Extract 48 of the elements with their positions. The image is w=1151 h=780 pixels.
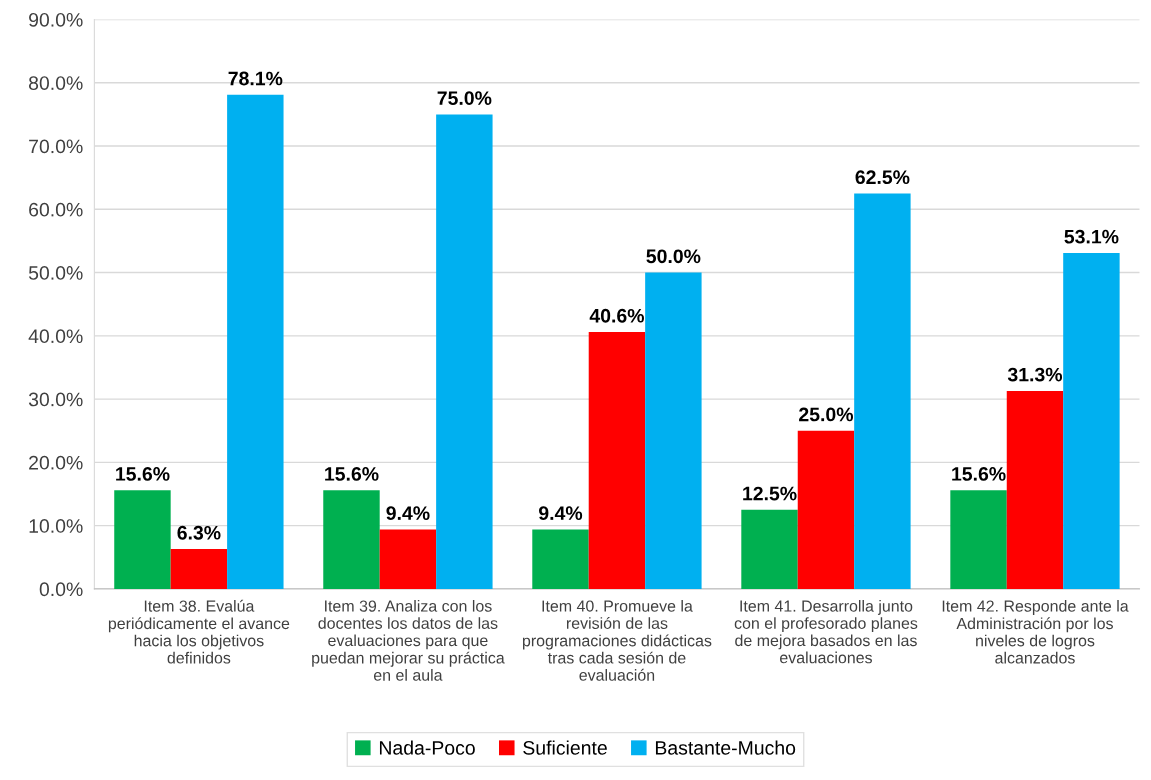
data-label: 31.3% — [1007, 367, 1063, 382]
data-label: 78.1% — [228, 71, 283, 86]
bar — [1063, 252, 1120, 589]
bar — [797, 430, 855, 589]
data-label: 25.0% — [799, 407, 854, 422]
data-label: 75.0% — [437, 91, 492, 105]
data-label: 40.6% — [589, 308, 644, 323]
x-tick-label: Item 39. Analiza con los docentes los datos de las evaluaciones para que puedan mejorar su práctica en el aula — [312, 600, 505, 681]
bar — [532, 529, 589, 589]
data-label: 6.3% — [177, 525, 221, 540]
data-label: 50.0% — [646, 249, 701, 264]
data-label: 9.4% — [539, 506, 583, 521]
legend-label: Nada-Poco — [379, 740, 475, 755]
x-tick-label: Item 40. Promueve la revisión de las programaciones didácticas tras cada sesión de evaluación — [522, 600, 712, 681]
bar — [379, 529, 437, 589]
bar — [950, 490, 1007, 589]
bar — [645, 272, 702, 589]
y-tick-label: 50.0% — [28, 266, 83, 280]
data-label: 12.5% — [743, 486, 797, 501]
legend-label: Suficiente — [523, 740, 607, 755]
bar — [170, 549, 228, 589]
data-label: 15.6% — [116, 467, 170, 481]
y-tick-label: 40.0% — [28, 329, 83, 344]
y-tick-label: 10.0% — [29, 519, 83, 533]
bar — [323, 490, 380, 589]
bar — [741, 509, 798, 589]
y-tick-label: 0.0% — [39, 582, 83, 597]
y-tick-label: 20.0% — [29, 455, 83, 470]
y-tick-label: 90.0% — [29, 12, 83, 27]
y-tick-label: 30.0% — [28, 392, 83, 407]
legend-label: Bastante-Mucho — [655, 740, 796, 755]
bar — [114, 490, 171, 589]
y-tick-label: 70.0% — [29, 139, 83, 154]
bar — [227, 94, 284, 589]
bar — [588, 332, 646, 589]
x-tick-label: Item 42. Responde ante la Administración por los niveles de logros alcanzados — [942, 600, 1129, 664]
data-label: 62.5% — [855, 170, 910, 185]
y-tick-label: 60.0% — [29, 202, 83, 217]
bar — [1006, 390, 1064, 589]
x-tick-label: Item 41. Desarrolla junto con el profesorado planes de mejora basados en las evaluaciones — [734, 600, 918, 664]
bar — [436, 114, 493, 589]
data-label: 15.6% — [325, 467, 379, 481]
x-tick-label: Item 38. Evalúa periódicamente el avance hacia los objetivos definidos — [108, 599, 290, 664]
bar — [854, 193, 911, 589]
data-label: 53.1% — [1064, 229, 1119, 244]
y-tick-label: 80.0% — [28, 76, 83, 90]
data-label: 9.4% — [386, 506, 430, 521]
data-label: 15.6% — [952, 467, 1006, 481]
